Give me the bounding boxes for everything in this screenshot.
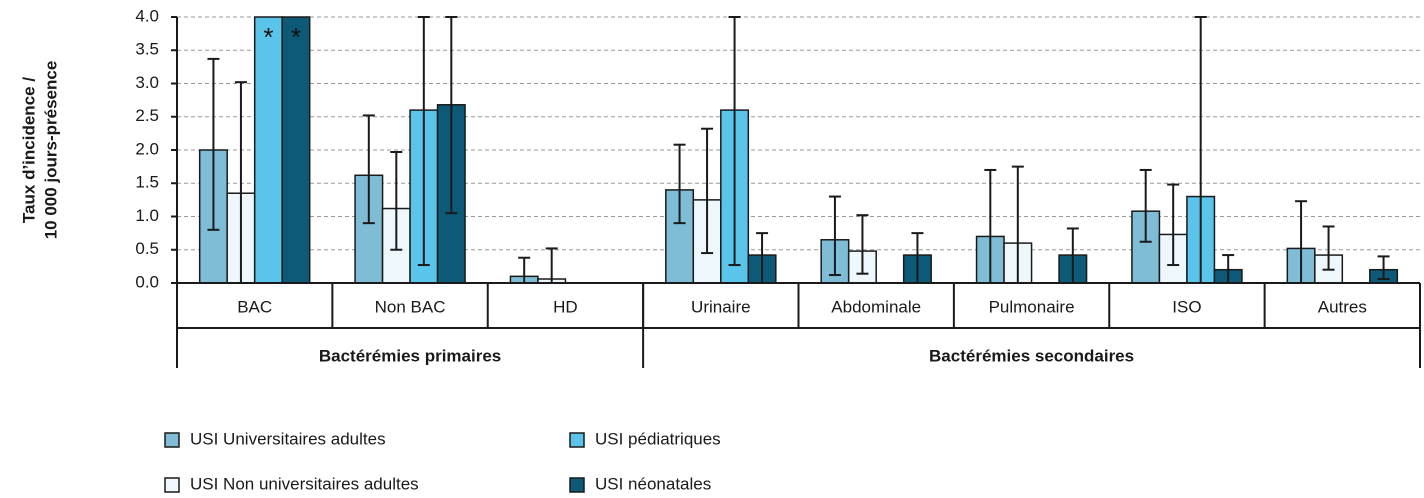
error-bar bbox=[362, 114, 375, 225]
y-tick-label: 1.5 bbox=[135, 173, 159, 192]
y-axis-label: 10 000 jours-présence bbox=[41, 61, 60, 240]
y-tick-label: 3.0 bbox=[135, 73, 159, 92]
y-tick-label: 0.5 bbox=[135, 239, 159, 258]
x-tick-label: Autres bbox=[1318, 297, 1367, 316]
error-bar bbox=[1139, 168, 1152, 243]
error-bar bbox=[417, 16, 430, 267]
x-tick-label: Non BAC bbox=[375, 297, 446, 316]
error-bar bbox=[390, 150, 403, 251]
legend-swatch bbox=[164, 432, 180, 448]
legend-label: USI Non universitaires adultes bbox=[190, 474, 419, 493]
y-tick-label: 4.0 bbox=[135, 6, 159, 25]
group-label: Bactérémies primaires bbox=[319, 346, 501, 365]
legend-swatch bbox=[569, 477, 585, 493]
error-bar bbox=[856, 214, 869, 275]
bar bbox=[281, 16, 311, 284]
y-tick-label: 0.0 bbox=[135, 272, 159, 291]
error-bar bbox=[207, 57, 220, 231]
error-bar bbox=[1167, 183, 1180, 267]
x-tick-label: Abdominale bbox=[831, 297, 921, 316]
bar bbox=[253, 16, 283, 284]
error-bar bbox=[545, 247, 558, 284]
legend-label: USI néonatales bbox=[595, 474, 711, 493]
annotation: * bbox=[291, 22, 301, 52]
y-tick-label: 3.5 bbox=[135, 40, 159, 59]
x-tick-label: Pulmonaire bbox=[989, 297, 1075, 316]
error-bar bbox=[673, 143, 686, 225]
annotation: * bbox=[263, 22, 273, 52]
error-bar bbox=[445, 16, 458, 215]
y-tick-label: 2.5 bbox=[135, 106, 159, 125]
error-bar bbox=[701, 127, 714, 255]
y-tick-label: 2.0 bbox=[135, 139, 159, 158]
legend-swatch bbox=[164, 477, 180, 493]
x-tick-label: Urinaire bbox=[691, 297, 751, 316]
error-bar bbox=[728, 16, 741, 267]
legend-label: USI Universitaires adultes bbox=[190, 429, 386, 448]
x-tick-label: BAC bbox=[237, 297, 272, 316]
legend-label: USI pédiatriques bbox=[595, 429, 721, 448]
error-bar bbox=[828, 195, 841, 277]
x-tick-label: ISO bbox=[1172, 297, 1201, 316]
error-bar bbox=[1322, 225, 1335, 271]
error-bar bbox=[1377, 255, 1390, 281]
y-axis-label: Taux d’incidence / bbox=[19, 77, 38, 223]
x-tick-label: HD bbox=[553, 297, 578, 316]
y-tick-label: 1.0 bbox=[135, 206, 159, 225]
group-label: Bactérémies secondaires bbox=[929, 346, 1134, 365]
legend-swatch bbox=[569, 432, 585, 448]
